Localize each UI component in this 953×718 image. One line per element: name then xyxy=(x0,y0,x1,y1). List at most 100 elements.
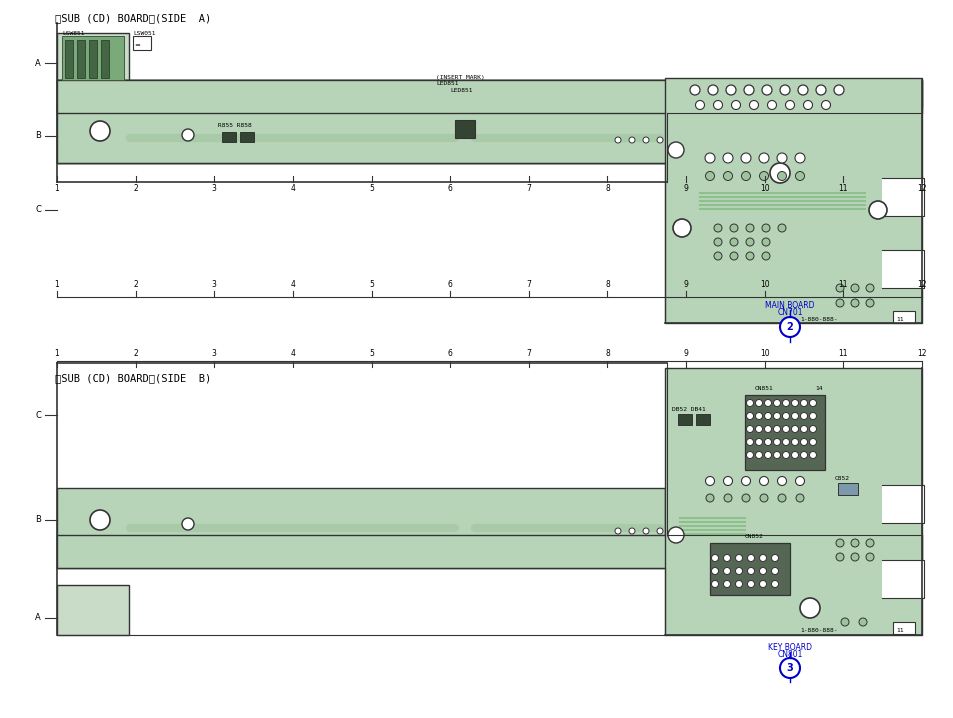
Text: 10: 10 xyxy=(760,349,769,358)
Circle shape xyxy=(835,299,843,307)
Text: 12: 12 xyxy=(916,184,925,193)
Bar xyxy=(837,483,857,495)
Bar xyxy=(882,560,923,598)
Circle shape xyxy=(90,510,110,530)
Circle shape xyxy=(809,413,816,419)
Circle shape xyxy=(755,452,761,459)
Circle shape xyxy=(794,153,804,163)
Text: A: A xyxy=(35,58,41,67)
Text: CN851: CN851 xyxy=(754,386,773,391)
Circle shape xyxy=(835,284,843,292)
Circle shape xyxy=(722,567,730,574)
Circle shape xyxy=(667,527,683,543)
Circle shape xyxy=(865,284,873,292)
Circle shape xyxy=(735,554,741,561)
Circle shape xyxy=(745,238,753,246)
Text: 8: 8 xyxy=(604,280,609,289)
Text: LSW051: LSW051 xyxy=(132,31,155,36)
Circle shape xyxy=(850,299,858,307)
Circle shape xyxy=(815,85,825,95)
Bar xyxy=(744,395,824,470)
Circle shape xyxy=(791,399,798,406)
Circle shape xyxy=(628,528,635,534)
Circle shape xyxy=(850,539,858,547)
Text: 8: 8 xyxy=(604,184,609,193)
Bar xyxy=(57,80,921,113)
Circle shape xyxy=(755,399,761,406)
Text: 4: 4 xyxy=(290,349,295,358)
Circle shape xyxy=(90,121,110,141)
Circle shape xyxy=(795,494,803,502)
Circle shape xyxy=(763,399,771,406)
Circle shape xyxy=(745,399,753,406)
Text: 1: 1 xyxy=(54,349,59,358)
Text: 5: 5 xyxy=(369,184,374,193)
Circle shape xyxy=(769,545,789,565)
Circle shape xyxy=(707,85,718,95)
Circle shape xyxy=(761,252,769,260)
Text: 7: 7 xyxy=(526,184,531,193)
Circle shape xyxy=(745,413,753,419)
Circle shape xyxy=(713,101,721,110)
Circle shape xyxy=(761,85,771,95)
Circle shape xyxy=(743,85,753,95)
Circle shape xyxy=(642,528,648,534)
Circle shape xyxy=(745,224,753,232)
Circle shape xyxy=(735,567,741,574)
Circle shape xyxy=(780,658,800,678)
Text: 11: 11 xyxy=(838,349,847,358)
Circle shape xyxy=(763,413,771,419)
Circle shape xyxy=(781,439,789,445)
Text: 7: 7 xyxy=(526,280,531,289)
Circle shape xyxy=(850,553,858,561)
Circle shape xyxy=(740,153,750,163)
Text: 10: 10 xyxy=(760,280,769,289)
Circle shape xyxy=(773,426,780,432)
Bar xyxy=(892,311,914,323)
Bar xyxy=(62,36,124,80)
Text: 2: 2 xyxy=(786,322,793,332)
Text: 3: 3 xyxy=(786,663,793,673)
Bar xyxy=(882,485,923,523)
Circle shape xyxy=(835,539,843,547)
Circle shape xyxy=(865,299,873,307)
Circle shape xyxy=(747,554,754,561)
Text: C: C xyxy=(35,205,41,215)
Text: KEY BOARD: KEY BOARD xyxy=(767,643,811,652)
Circle shape xyxy=(722,172,732,180)
Circle shape xyxy=(729,238,738,246)
Circle shape xyxy=(711,567,718,574)
Bar xyxy=(57,80,666,163)
Circle shape xyxy=(784,101,794,110)
Circle shape xyxy=(745,426,753,432)
Bar xyxy=(882,250,923,288)
Circle shape xyxy=(711,554,718,561)
Text: 3: 3 xyxy=(212,280,216,289)
Circle shape xyxy=(745,252,753,260)
Circle shape xyxy=(778,224,785,232)
Text: 7: 7 xyxy=(526,349,531,358)
Circle shape xyxy=(182,518,193,530)
Circle shape xyxy=(731,101,740,110)
Circle shape xyxy=(759,153,768,163)
Circle shape xyxy=(729,252,738,260)
Text: 1: 1 xyxy=(54,184,59,193)
Text: 3: 3 xyxy=(212,184,216,193)
Text: B: B xyxy=(35,131,41,141)
Circle shape xyxy=(800,439,806,445)
Circle shape xyxy=(761,238,769,246)
Text: CN801: CN801 xyxy=(777,650,801,659)
Bar xyxy=(57,33,129,83)
Circle shape xyxy=(780,85,789,95)
Bar xyxy=(57,535,921,568)
Circle shape xyxy=(747,580,754,587)
Text: A: A xyxy=(35,613,41,623)
Circle shape xyxy=(781,426,789,432)
Circle shape xyxy=(763,426,771,432)
Text: 12: 12 xyxy=(916,349,925,358)
Circle shape xyxy=(615,528,620,534)
Text: 6: 6 xyxy=(447,349,452,358)
Text: C: C xyxy=(35,411,41,419)
Bar xyxy=(57,103,666,163)
Circle shape xyxy=(781,413,789,419)
